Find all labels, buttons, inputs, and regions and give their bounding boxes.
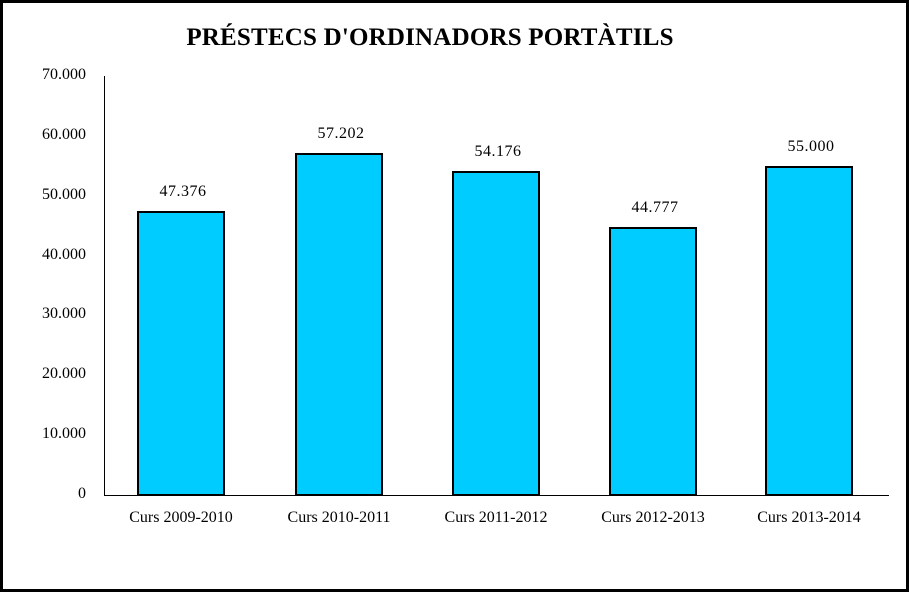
bar	[452, 170, 540, 496]
bar-value-label: 44.777	[631, 198, 679, 216]
y-tick-label: 0	[78, 485, 86, 502]
x-tick-label: Curs 2009-2010	[129, 509, 233, 526]
y-tick-label: 70.000	[42, 66, 86, 83]
chart-title: PRÉSTECS D'ORDINADORS PORTÀTILS	[186, 24, 674, 51]
y-tick-label: 60.000	[42, 125, 86, 143]
bar	[609, 226, 697, 496]
x-tick-label: Curs 2011-2012	[444, 509, 548, 526]
bar-value-label: 57.202	[317, 124, 365, 142]
bar-value-label: 47.376	[159, 183, 207, 201]
y-tick-label: 50.000	[42, 185, 86, 203]
bar	[137, 211, 225, 496]
y-tick-label: 30.000	[42, 305, 86, 323]
y-tick-label: 20.000	[42, 365, 86, 383]
y-tick-label: 40.000	[42, 245, 86, 263]
x-tick-label: Curs 2013-2014	[757, 509, 861, 526]
x-tick-label: Curs 2012-2013	[601, 509, 705, 526]
x-tick-label: Curs 2010-2011	[287, 509, 391, 526]
y-tick-label: 10.000	[42, 425, 86, 443]
bar	[295, 152, 383, 496]
bar-value-label: 55.000	[787, 137, 835, 155]
bar	[765, 165, 853, 496]
y-axis-line	[104, 76, 105, 496]
bar-value-label: 54.176	[474, 142, 522, 160]
